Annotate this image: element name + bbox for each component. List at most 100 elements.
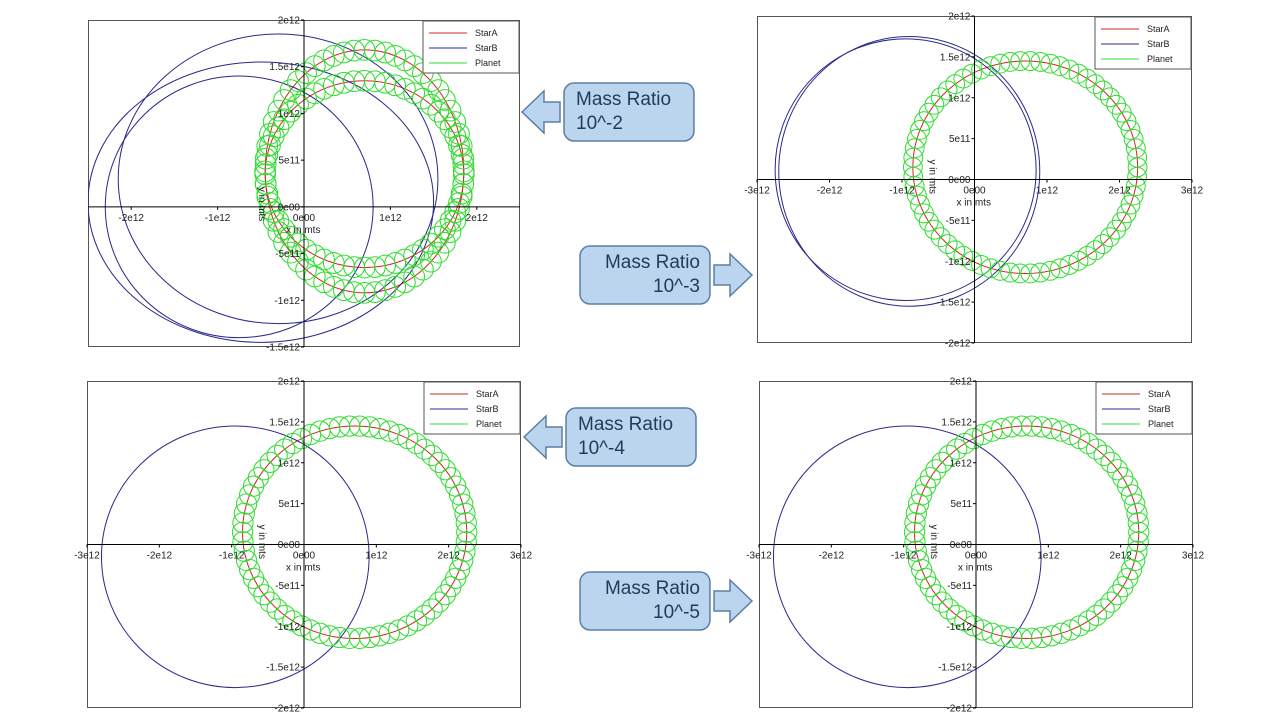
y-tick-label: 1e12 <box>948 93 971 104</box>
planet-loop <box>273 108 295 131</box>
x-axis-label: x in mts <box>958 563 992 574</box>
planet-loop <box>448 484 471 506</box>
planet-loop <box>290 615 313 637</box>
planet-loop <box>256 143 279 166</box>
planet-loop <box>452 147 475 170</box>
y-tick-label: -1.5e12 <box>266 663 300 674</box>
planet-loop <box>266 444 288 467</box>
planet-loop <box>991 418 1013 440</box>
y-tick-label: -1e12 <box>945 257 971 268</box>
planet-loop <box>452 153 475 176</box>
planet-loop <box>1125 138 1146 159</box>
legend-box <box>423 381 521 435</box>
planet-loop <box>267 99 290 122</box>
planet-loop <box>448 122 470 145</box>
planet-loop <box>254 160 276 183</box>
chart-svg: -3e12 -2e12 -1e12 0e00 1e12 2e12 3e12 -2e12 -1.5… <box>746 377 1204 715</box>
planet-loop <box>247 576 270 598</box>
y-tick-label: -2e12 <box>945 339 971 350</box>
legend-label: StarA <box>1147 24 1170 34</box>
planet-loop <box>1060 619 1082 641</box>
chart-mass-ratio-1e-3: -3e12 -2e12 -1e12 0e00 1e12 2e12 3e12 -2e12 -1.5… <box>744 12 1203 350</box>
y-tick-label: -5e11 <box>947 581 972 592</box>
y-axis-label: y in mts <box>256 525 267 559</box>
planet-loop <box>421 598 443 620</box>
planet-loop <box>980 258 1001 279</box>
callout-box <box>563 82 695 142</box>
planet-loop <box>267 210 290 232</box>
right-arrow-icon <box>713 578 754 624</box>
planet-loop <box>313 271 335 294</box>
planet-loop <box>319 418 341 440</box>
x-tick-label: 1e12 <box>1037 551 1060 562</box>
planet-loop <box>434 584 456 606</box>
y-tick-label: 0e00 <box>278 202 301 213</box>
planet-loop <box>945 74 966 95</box>
callout-box <box>579 245 711 305</box>
star-b-orbit <box>772 425 1042 689</box>
planet-loop <box>262 209 285 232</box>
y-axis-label: y in mts <box>256 187 267 221</box>
planet-loop <box>946 438 968 460</box>
y-tick-label: -1e12 <box>274 622 300 633</box>
planet-loop <box>295 62 317 84</box>
legend: StarA StarB Planet <box>422 20 520 74</box>
planet-loop <box>990 53 1011 74</box>
planet-loop <box>332 41 355 64</box>
y-tick-label: -1e12 <box>274 296 300 307</box>
x-tick-label: -1e12 <box>205 213 231 224</box>
planet-loop <box>279 225 302 248</box>
y-tick-label: -5e11 <box>946 216 971 227</box>
planet-loop <box>919 576 942 598</box>
x-tick-label: -3e12 <box>746 551 772 562</box>
callout-line2: 10^-5 <box>653 602 700 623</box>
callout-line2: 10^-3 <box>653 276 700 297</box>
x-tick-label: 1e12 <box>365 551 388 562</box>
y-tick-label: 2e12 <box>278 377 301 388</box>
planet-loop <box>904 176 925 197</box>
planet-loop <box>1120 194 1141 215</box>
planet-loop <box>413 604 436 626</box>
left-arrow-icon <box>522 414 563 460</box>
legend-box <box>422 20 520 74</box>
x-tick-label: -2e12 <box>147 551 173 562</box>
planet-loop <box>434 459 456 481</box>
planet-loop <box>906 185 927 206</box>
planet-loop <box>907 493 930 515</box>
y-tick-label: 1.5e12 <box>269 417 300 428</box>
y-tick-label: 2e12 <box>948 12 971 23</box>
planet-loop <box>931 451 953 473</box>
x-tick-label: -1e12 <box>889 186 915 197</box>
planet-loop <box>259 451 281 473</box>
planet-loop <box>1127 166 1148 187</box>
callout-mass-ratio-1e-3: Mass Ratio 10^-3 <box>578 244 754 306</box>
planet-loop <box>903 166 924 187</box>
planet-loop <box>1040 53 1061 74</box>
planet-loop <box>1111 102 1132 123</box>
planet-loop <box>287 250 309 273</box>
planet-loop <box>1059 59 1080 80</box>
planet-loop <box>299 619 322 641</box>
planet-loop <box>925 584 947 606</box>
planet-loop <box>1099 87 1120 108</box>
y-tick-label: -1.5e12 <box>938 663 972 674</box>
legend-label: Planet <box>476 419 502 429</box>
planet-loop <box>403 265 426 288</box>
y-tick-label: 1e12 <box>950 458 973 469</box>
planet-loop <box>906 129 927 149</box>
planet-loop <box>1050 56 1070 77</box>
planet-loop <box>427 100 450 123</box>
x-axis-label: x in mts <box>286 225 320 236</box>
planet-loop <box>413 438 436 460</box>
planet-loop <box>971 619 994 641</box>
plot-area <box>88 33 475 343</box>
y-tick-label: 5e11 <box>949 134 971 145</box>
planet-loop <box>388 619 410 641</box>
callout-mass-ratio-1e-5: Mass Ratio 10^-5 <box>578 570 754 632</box>
planet-loop <box>412 258 434 281</box>
planet-loop <box>990 260 1011 281</box>
chart-svg: -2e12 -1e12 0e00 1e12 2e12 -1.5e12 -1e12 -5e11 0… <box>88 16 520 354</box>
y-axis-label: y in mts <box>927 160 938 194</box>
planet-loop <box>962 615 985 637</box>
planet-loop <box>405 610 428 632</box>
